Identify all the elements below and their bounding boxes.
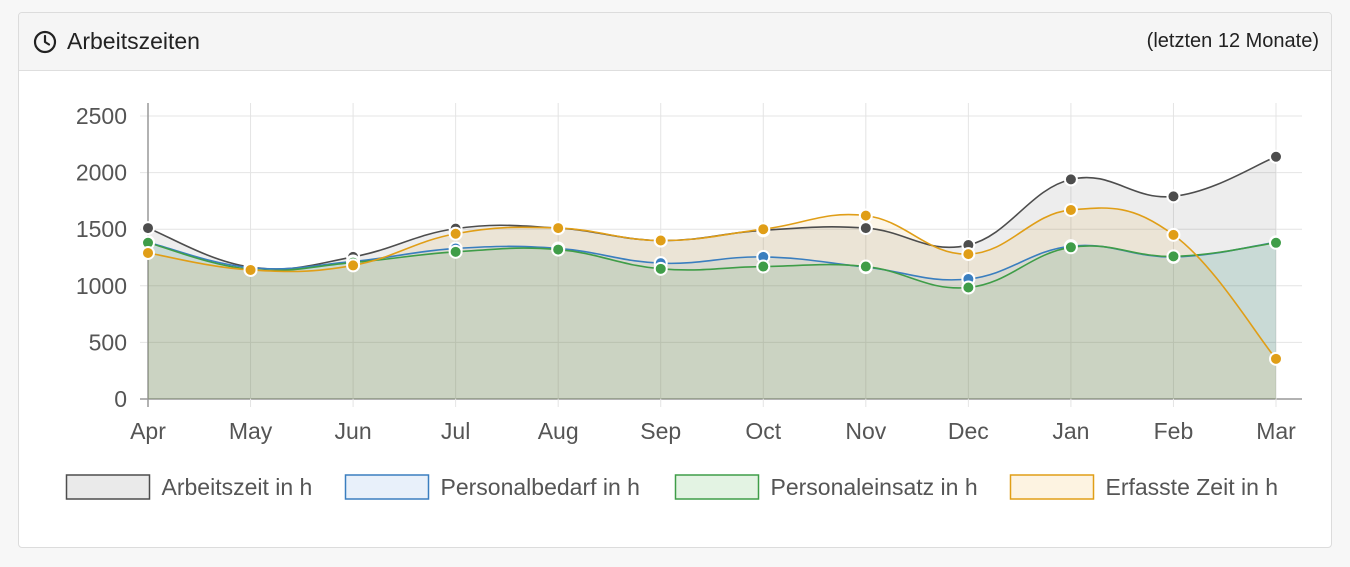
panel-title: Arbeitszeiten (67, 28, 200, 54)
legend-label: Erfasste Zeit in h (1106, 474, 1279, 500)
x-tick-label: Jul (441, 418, 470, 444)
series-area-1 (148, 156, 1276, 399)
legend-item: Arbeitszeit in h (65, 474, 313, 500)
legend-swatch (344, 474, 430, 500)
data-point (243, 262, 258, 277)
x-tick-label: Jan (1052, 418, 1089, 444)
data-point (551, 221, 566, 236)
data-point (1166, 227, 1181, 242)
x-tick-label: Dec (948, 418, 989, 444)
data-point (1063, 240, 1078, 255)
data-point (1269, 149, 1283, 164)
data-point (858, 208, 873, 223)
data-point (1063, 202, 1078, 217)
series-areas (148, 156, 1276, 399)
legend-label: Personaleinsatz in h (771, 474, 978, 500)
panel-header: Arbeitszeiten (letzten 12 Monate) (19, 13, 1331, 71)
y-tick-label: 2000 (76, 160, 127, 186)
chart-legend: Arbeitszeit in h Personalbedarf in h Perso… (65, 474, 1279, 500)
x-tick-label: Apr (130, 418, 166, 444)
legend-item: Personalbedarf in h (344, 474, 640, 500)
data-point (961, 247, 976, 262)
data-point (448, 244, 463, 259)
data-point (448, 226, 463, 241)
chart-panel: Arbeitszeiten (letzten 12 Monate) 0 500 10… (18, 12, 1332, 548)
line-area-chart: 0 500 1000 1500 2000 2500 Apr May Jun Jul Aug Sep Oc… (65, 103, 1302, 500)
data-point (653, 233, 668, 248)
panel-subtitle: (letzten 12 Monate) (1146, 30, 1319, 52)
legend-swatch (1009, 474, 1095, 500)
y-tick-label: 0 (114, 386, 127, 412)
data-point (346, 258, 361, 273)
series-4 (141, 202, 1283, 366)
data-point (1063, 172, 1078, 187)
series-line (147, 241, 1277, 289)
legend-swatch (674, 474, 760, 500)
data-point (141, 245, 155, 260)
data-point (1166, 189, 1181, 204)
legend-label: Personalbedarf in h (441, 474, 640, 500)
x-tick-label: Oct (745, 418, 781, 444)
y-tick-label: 500 (89, 329, 127, 355)
x-tick-label: Sep (640, 418, 681, 444)
x-tick-label: Nov (845, 418, 886, 444)
data-point (858, 221, 873, 236)
clock-icon (33, 30, 57, 53)
series-area-4 (148, 208, 1276, 399)
x-tick-label: Aug (538, 418, 579, 444)
data-point (551, 242, 566, 257)
x-tick-label: May (229, 418, 273, 444)
data-point (756, 222, 771, 237)
legend-item: Erfasste Zeit in h (1009, 474, 1279, 500)
data-point (141, 221, 155, 236)
x-tick-label: Mar (1256, 418, 1296, 444)
y-tick-label: 1500 (76, 216, 127, 242)
legend-label: Arbeitszeit in h (162, 474, 313, 500)
data-point (961, 280, 976, 295)
x-tick-label: Feb (1154, 418, 1194, 444)
y-tick-label: 2500 (76, 103, 127, 129)
legend-swatch (65, 474, 151, 500)
x-tick-label: Jun (335, 418, 372, 444)
data-point (858, 259, 873, 274)
y-tick-label: 1000 (76, 273, 127, 299)
data-point (1269, 351, 1283, 366)
data-point (1166, 249, 1181, 264)
data-point (756, 259, 771, 274)
legend-item: Personaleinsatz in h (674, 474, 978, 500)
data-point (1269, 235, 1283, 250)
data-point (653, 261, 668, 276)
